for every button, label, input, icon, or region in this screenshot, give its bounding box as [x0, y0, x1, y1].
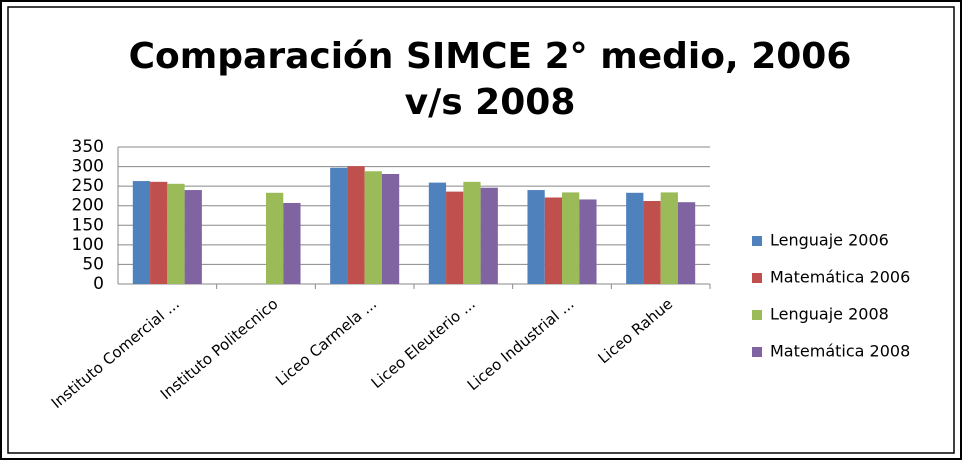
bar [626, 192, 644, 284]
y-tick-label: 200 [72, 196, 104, 216]
inner-frame [7, 6, 955, 454]
chart-subtitle: v/s 2008 [405, 82, 576, 123]
bar [330, 167, 348, 284]
bar [364, 171, 382, 284]
chart-title: Comparación SIMCE 2° medio, 2006 [129, 36, 852, 77]
bar [150, 181, 168, 284]
bar [167, 183, 185, 284]
y-tick-label: 0 [93, 274, 104, 294]
bar [562, 192, 580, 284]
y-tick-label: 150 [72, 215, 104, 235]
y-tick-label: 100 [72, 235, 104, 255]
legend-label: Lenguaje 2006 [770, 231, 889, 250]
bar [266, 192, 284, 284]
bar [132, 181, 151, 284]
legend-swatch [752, 347, 762, 357]
bar [428, 182, 447, 284]
y-tick-label: 250 [72, 176, 104, 196]
y-tick-label: 350 [72, 137, 104, 157]
bar [347, 166, 365, 284]
bar [527, 190, 545, 284]
bar [184, 190, 202, 284]
bar [544, 197, 562, 284]
bar [677, 202, 696, 284]
y-tick-label: 50 [82, 254, 104, 274]
bar [381, 174, 400, 284]
bar [579, 199, 597, 284]
legend-label: Matemática 2008 [770, 342, 910, 361]
legend-swatch [752, 236, 762, 246]
legend-swatch [752, 273, 762, 283]
legend-label: Lenguaje 2008 [770, 305, 889, 324]
bar [446, 191, 464, 284]
legend-label: Matemática 2006 [770, 268, 910, 287]
bar [643, 201, 661, 284]
bar [463, 181, 481, 284]
bar [283, 202, 301, 284]
bar [480, 187, 498, 284]
legend-swatch [752, 310, 762, 320]
bar [660, 192, 678, 284]
y-tick-label: 300 [72, 157, 104, 177]
